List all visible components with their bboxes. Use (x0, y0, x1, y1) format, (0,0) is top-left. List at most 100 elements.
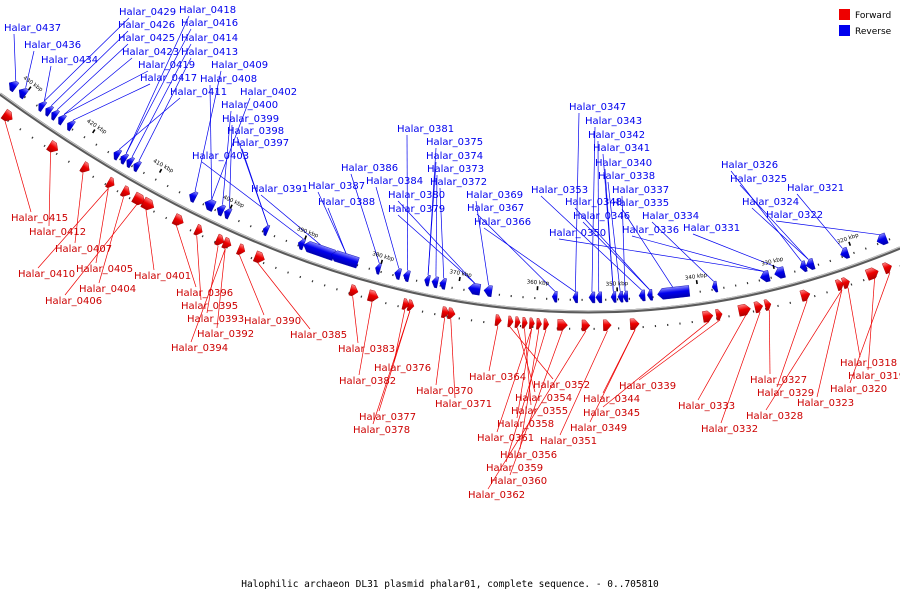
reverse-gene-arrow (572, 291, 579, 304)
reverse-gene-label: Halar_0335 (612, 198, 669, 209)
reverse-leader-line (483, 227, 576, 293)
reverse-gene-arrow (67, 120, 76, 132)
forward-gene-label: Halar_0349 (570, 423, 627, 434)
reverse-gene-label: Halar_0337 (612, 185, 669, 196)
reverse-leader-line (63, 57, 133, 115)
label-leader-lines (4, 15, 891, 490)
reverse-gene-label: Halar_0436 (24, 40, 81, 51)
reverse-leader-line (211, 97, 251, 200)
reverse-gene-label: Halar_0409 (211, 60, 268, 71)
forward-gene-arrow (702, 310, 714, 323)
reverse-gene-arrow (551, 291, 558, 303)
reverse-leader-line (631, 235, 764, 272)
reverse-gene-arrow (431, 276, 440, 289)
scale-tick-label: 420 kbp (85, 119, 108, 136)
reverse-gene-arrow (126, 157, 135, 169)
reverse-leader-line (131, 43, 192, 158)
reverse-leader-line (125, 15, 190, 154)
minor-tick (262, 235, 276, 265)
forward-leader-line (519, 329, 540, 450)
forward-gene-arrow (602, 319, 612, 332)
reverse-gene-label: Halar_0347 (569, 102, 626, 113)
forward-gene-label: Halar_0361 (477, 433, 534, 444)
forward-gene-arrow (834, 279, 844, 292)
forward-gene-label: Halar_0406 (45, 296, 102, 307)
forward-gene-label: Halar_0351 (540, 436, 597, 447)
reverse-gene-arrow (113, 149, 123, 161)
reverse-gene-label: Halar_0340 (595, 158, 652, 169)
reverse-leader-line (574, 112, 580, 292)
reverse-gene-arrow (330, 250, 360, 269)
reverse-gene-arrow (403, 270, 411, 283)
scale-tick (229, 204, 233, 209)
reverse-gene-label: Halar_0342 (588, 130, 645, 141)
scale-tick (458, 276, 461, 282)
forward-gene-label: Halar_0327 (750, 375, 807, 386)
minor-tick (152, 184, 169, 213)
reverse-gene-label: Halar_0336 (622, 225, 679, 236)
reverse-leader-line (138, 57, 192, 162)
reverse-gene-label: Halar_0346 (573, 211, 630, 222)
forward-gene-arrow (193, 223, 203, 236)
forward-leader-line (450, 319, 456, 399)
minor-tick (250, 230, 264, 260)
reverse-leader-line (775, 220, 880, 236)
reverse-gene-label: Halar_0411 (170, 87, 227, 98)
legend-reverse-label: Reverse (855, 27, 892, 37)
reverse-leader-line (476, 213, 556, 292)
forward-gene-label: Halar_0355 (511, 406, 568, 417)
forward-gene-arrow (119, 185, 131, 197)
reverse-leader-line (607, 181, 621, 292)
reverse-gene-arrow (18, 88, 30, 100)
forward-leader-line (98, 196, 124, 284)
reverse-gene-label: Halar_0334 (642, 211, 699, 222)
reverse-gene-label: Halar_0386 (341, 163, 398, 174)
forward-gene-label: Halar_0401 (134, 271, 191, 282)
forward-leader-line (95, 188, 109, 264)
forward-leader-line (505, 329, 547, 463)
minor-tick (104, 158, 122, 186)
forward-gene-arrow (105, 176, 115, 189)
reverse-gene-label: Halar_0380 (388, 190, 445, 201)
forward-gene-label: Halar_0362 (468, 490, 525, 501)
forward-leader-line (816, 289, 843, 398)
reverse-gene-label: Halar_0419 (138, 60, 195, 71)
reverse-leader-line (125, 28, 192, 154)
reverse-gene-arrow (647, 289, 653, 301)
reverse-gene-arrow (595, 291, 603, 304)
forward-gene-arrow (447, 307, 456, 320)
minor-tick (687, 292, 693, 324)
forward-leader-line (516, 328, 532, 419)
forward-gene-label: Halar_0364 (469, 372, 526, 383)
minor-tick (189, 203, 205, 232)
reverse-gene-label: Halar_0338 (598, 171, 655, 182)
forward-gene-arrow (171, 213, 184, 226)
reverse-gene-arrow (303, 241, 336, 261)
forward-gene-label: Halar_0385 (290, 330, 347, 341)
minor-tick (483, 292, 489, 324)
forward-gene-arrow (521, 316, 528, 329)
forward-leader-line (358, 301, 373, 376)
reverse-leader-line (582, 221, 650, 290)
forward-leader-line (206, 245, 219, 314)
forward-leader-line (435, 317, 445, 386)
forward-leader-line (516, 327, 536, 393)
reverse-leader-line (604, 168, 614, 292)
minor-tick (128, 171, 145, 200)
minor-tick (92, 150, 110, 178)
forward-gene-arrow (753, 301, 764, 314)
minor-tick (55, 128, 74, 156)
reverse-leader-line (558, 238, 764, 272)
reverse-leader-line (406, 134, 408, 271)
scale-tick (92, 129, 96, 134)
forward-gene-label: Halar_0378 (353, 425, 410, 436)
minor-tick (384, 273, 394, 305)
reverse-gene-arrow (298, 238, 307, 251)
reverse-gene-arrow (394, 268, 402, 280)
forward-leader-line (37, 188, 109, 269)
reverse-gene-arrow (805, 258, 816, 270)
forward-gene-label: Halar_0383 (338, 344, 395, 355)
forward-gene-label: Halar_0412 (29, 227, 86, 238)
forward-gene-label: Halar_0393 (187, 314, 244, 325)
forward-gene-label: Halar_0371 (435, 399, 492, 410)
